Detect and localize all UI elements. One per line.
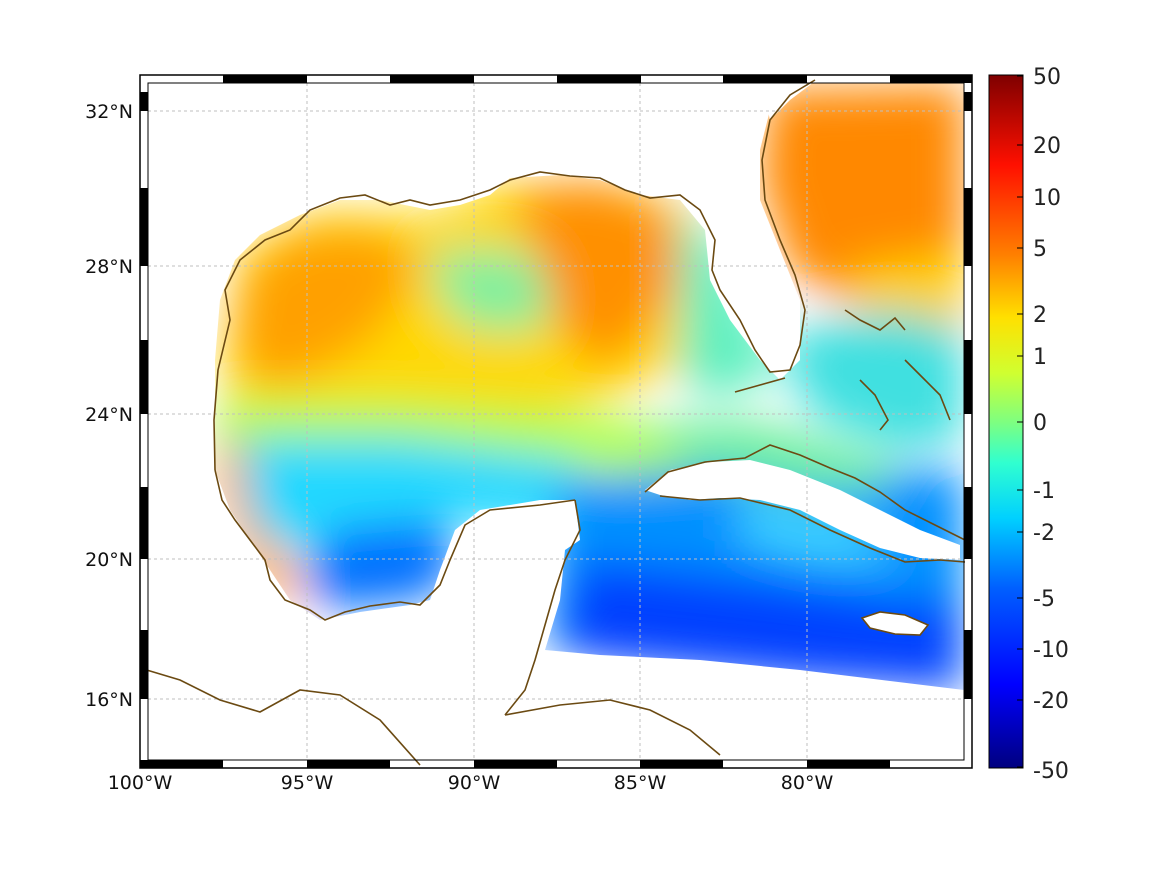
lat-tick-label: 20°N bbox=[85, 549, 133, 571]
lon-tick-labels: 100°W 95°W 90°W 85°W 80°W bbox=[108, 772, 834, 794]
colorbar-tick-label: -20 bbox=[1033, 689, 1069, 714]
colorbar-tick-label: 10 bbox=[1033, 186, 1061, 211]
lon-tick-label: 85°W bbox=[614, 772, 667, 794]
colorbar-tick-label: 5 bbox=[1033, 237, 1047, 262]
colorbar-tick-label: -50 bbox=[1033, 759, 1069, 784]
lon-tick-label: 100°W bbox=[108, 772, 173, 794]
lat-tick-label: 24°N bbox=[85, 404, 133, 426]
lat-tick-label: 28°N bbox=[85, 256, 133, 278]
lon-tick-label: 95°W bbox=[281, 772, 334, 794]
colorbar-tick-label: 20 bbox=[1033, 134, 1061, 159]
colorbar-tick-label: -2 bbox=[1033, 521, 1055, 546]
lat-tick-labels: 32°N 28°N 24°N 20°N 16°N bbox=[85, 101, 133, 711]
colorbar-tick-label: -5 bbox=[1033, 587, 1055, 612]
colorbar-tick-label: -10 bbox=[1033, 638, 1069, 663]
lat-tick-label: 32°N bbox=[85, 101, 133, 123]
lat-tick-label: 16°N bbox=[85, 689, 133, 711]
colorbar-tick-label: 50 bbox=[1033, 65, 1061, 90]
colorbar-tick-label: 2 bbox=[1033, 303, 1047, 328]
lon-tick-label: 80°W bbox=[781, 772, 834, 794]
colorbar-tick-label: -1 bbox=[1033, 479, 1055, 504]
lon-tick-label: 90°W bbox=[448, 772, 501, 794]
colorbar-tick-label: 1 bbox=[1033, 345, 1047, 370]
colorbar-tick-label: 0 bbox=[1033, 411, 1047, 436]
